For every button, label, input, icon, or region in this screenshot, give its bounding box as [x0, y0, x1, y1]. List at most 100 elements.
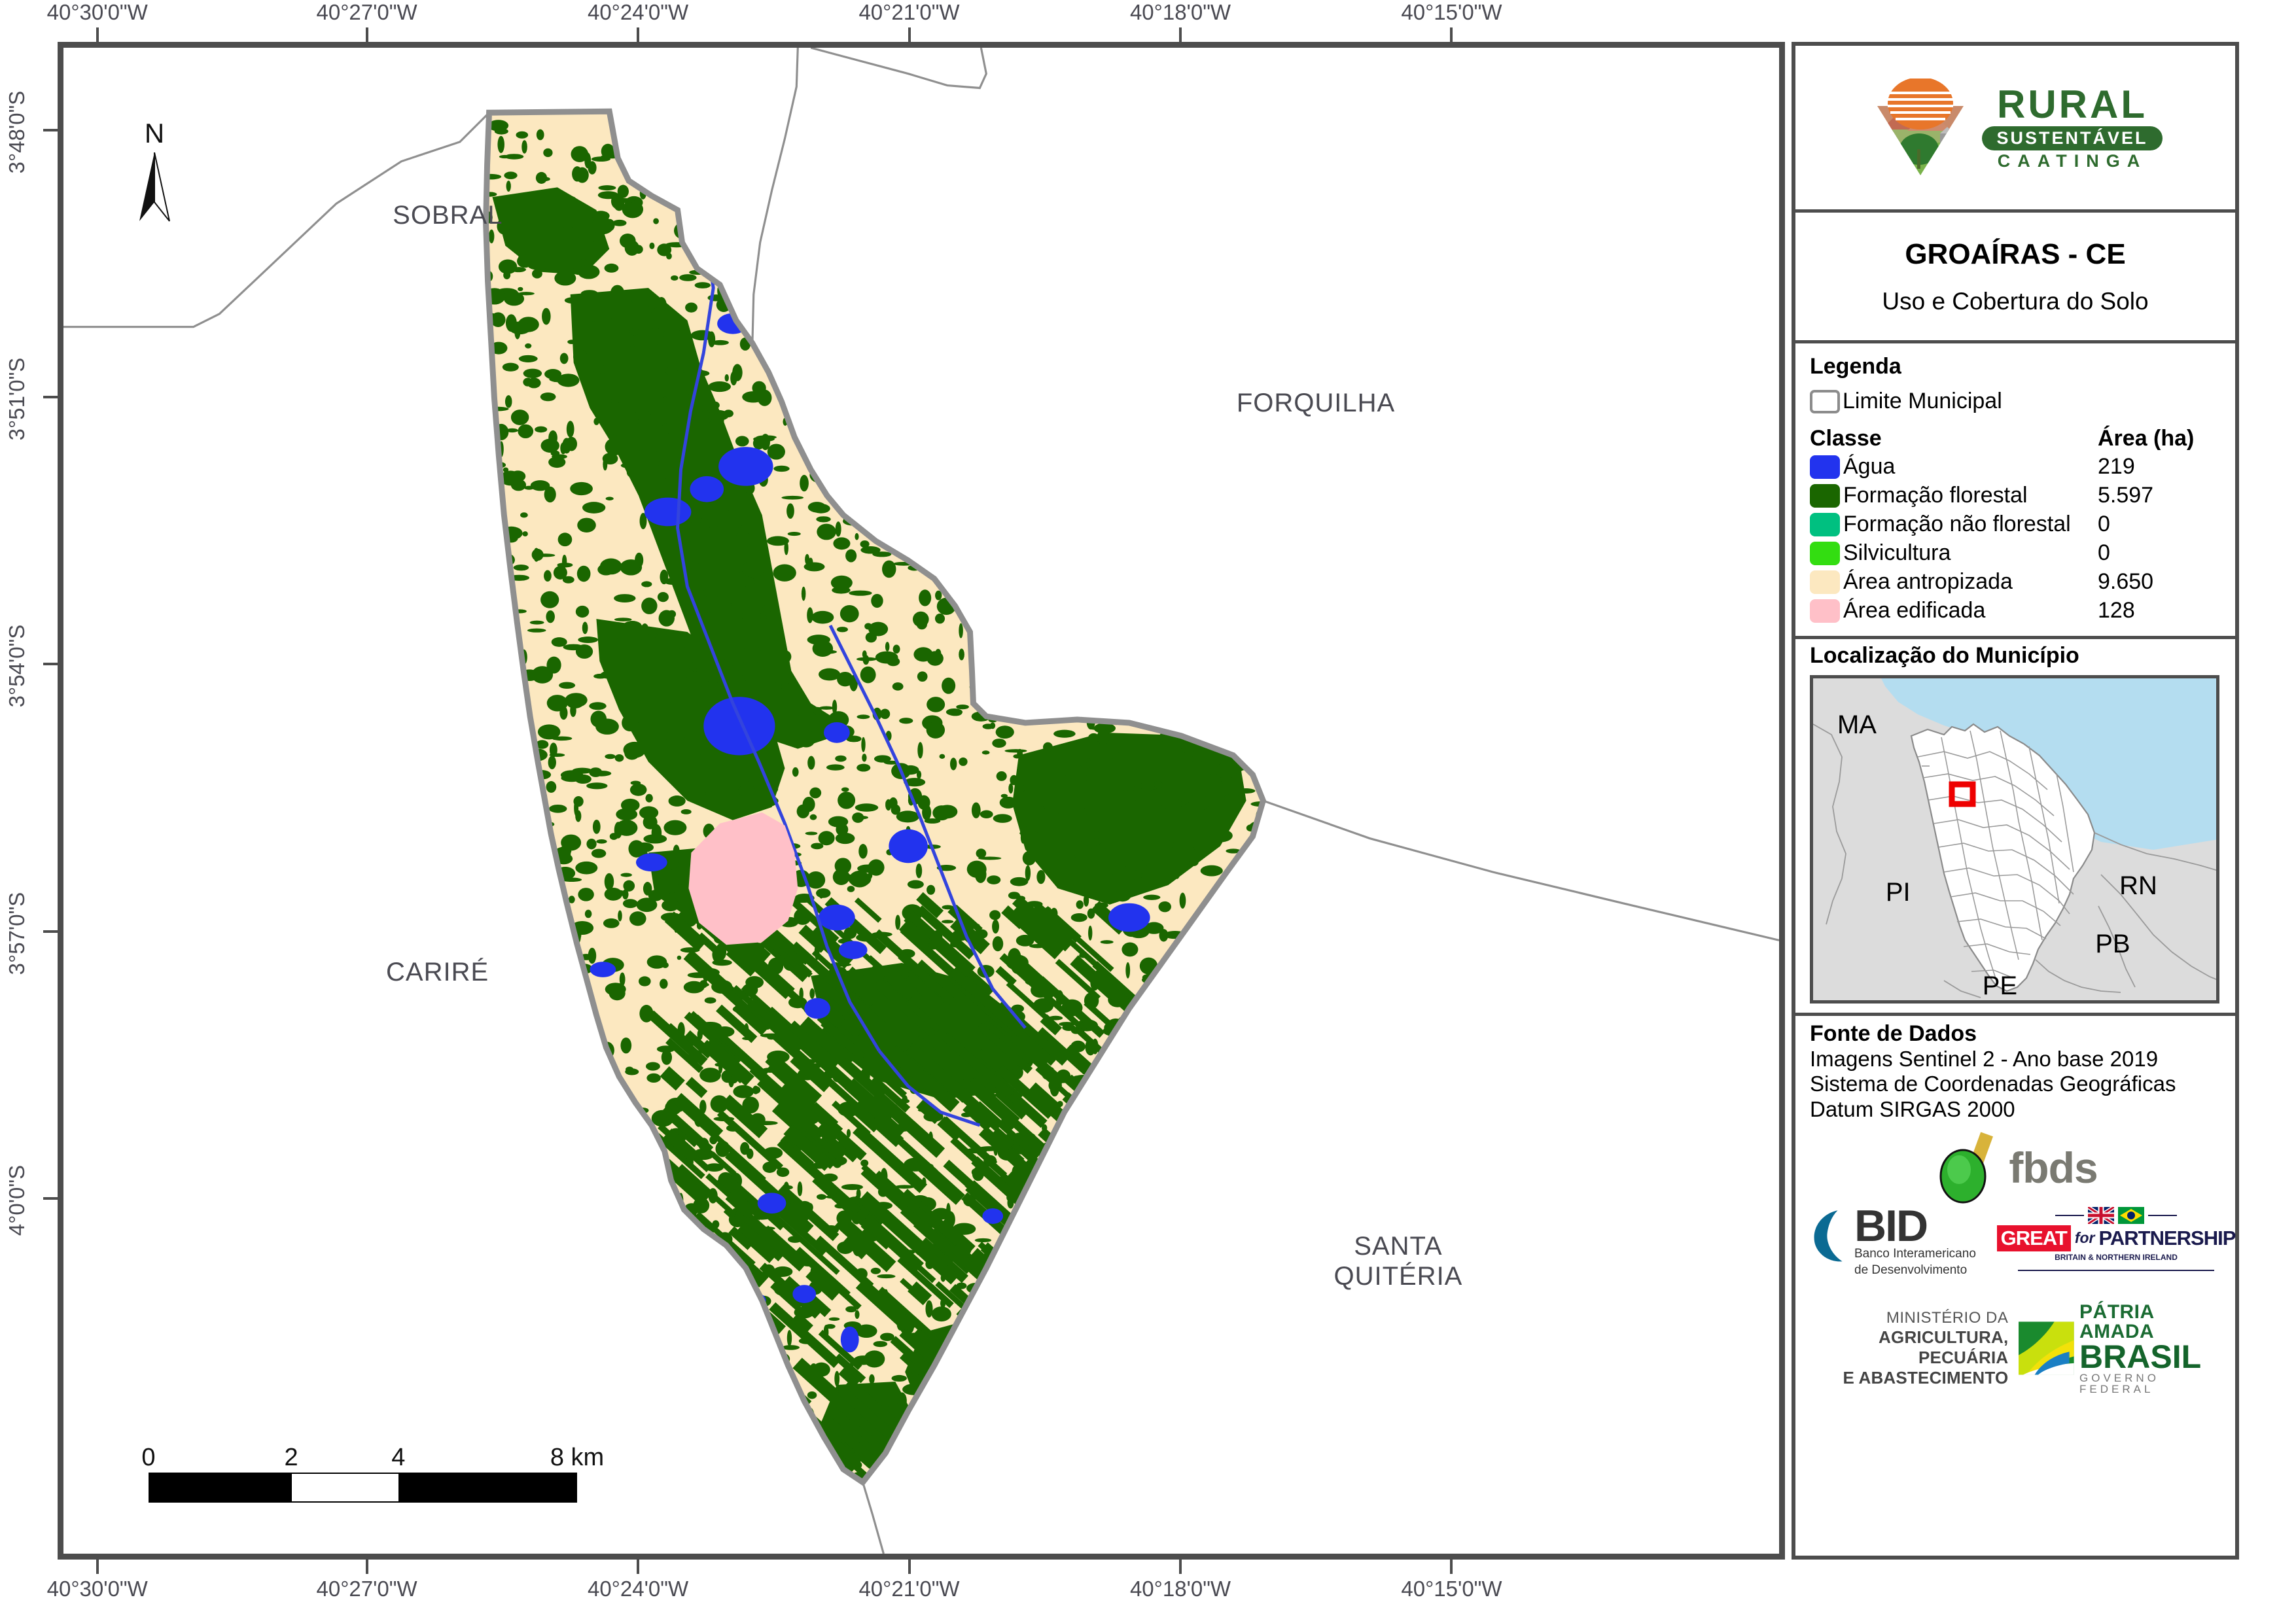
footer-logos: BID Banco Interamericano de Desenvolvime…	[1795, 1204, 2236, 1556]
legend-limit-label: Limite Municipal	[1843, 389, 2002, 413]
limit-swatch-icon	[1810, 389, 1840, 413]
footer-divider	[2018, 1269, 2214, 1271]
land-cover-map[interactable]	[63, 48, 1779, 1554]
scale-bar-track	[149, 1473, 577, 1503]
municipality-outline	[483, 108, 1267, 1486]
source-line: Imagens Sentinel 2 - Ano base 2019	[1810, 1047, 2159, 1071]
brazil-flag-icon	[2118, 1206, 2144, 1224]
rule-right	[2148, 1214, 2177, 1216]
scale-bar-segment	[150, 1474, 292, 1501]
lon-tick	[637, 1560, 640, 1574]
legend-class-area: 219	[2098, 454, 2135, 479]
lat-label: 4°0'0"S	[5, 1164, 29, 1236]
bid-mark-icon	[1814, 1210, 1843, 1262]
legend-table-header: Classe Área (ha)	[1810, 426, 2221, 451]
legend-class-name: Água	[1843, 454, 1896, 479]
lon-tick	[1179, 27, 1182, 42]
lon-label: 40°15'0"W	[1401, 0, 1502, 24]
ocean-area	[1881, 678, 2216, 850]
ministry-logo: MINISTÉRIO DA AGRICULTURA, PECUÁRIA E AB…	[1810, 1309, 2008, 1388]
great-badge: GREAT	[1996, 1225, 2071, 1251]
scale-bar-number: 4	[391, 1444, 406, 1471]
lat-label: 3°48'0"S	[5, 90, 29, 173]
ministry-line-3: E ABASTECIMENTO	[1843, 1367, 2009, 1387]
lon-tick	[96, 27, 99, 42]
legend-row: Formação não florestal 0	[1810, 512, 2221, 537]
logo-sustentavel-text: SUSTENTÁVEL	[1982, 126, 2163, 150]
lon-tick	[96, 1560, 99, 1574]
municipality-highlight-box	[1949, 781, 1976, 807]
legend-class-name: Silvicultura	[1843, 540, 1951, 565]
legend-class-name: Área antropizada	[1843, 569, 2013, 594]
legend-color-swatch	[1810, 512, 1840, 536]
fbds-logo: fbds	[1810, 1128, 2221, 1207]
scale-bar-segment	[291, 1474, 398, 1501]
municipality-landcover	[486, 111, 1263, 1482]
great-partnership: PARTNERSHIP	[2098, 1226, 2236, 1249]
municipality-name-label: SANTA QUITÉRIA	[1333, 1232, 1463, 1291]
legend-row: Silvicultura 0	[1810, 540, 2221, 566]
legend-class-area: 128	[2098, 598, 2135, 623]
north-arrow-label: N	[144, 118, 165, 148]
legend-col-class: Classe	[1810, 426, 1882, 451]
brasil-text: BRASIL	[2079, 1338, 2202, 1375]
locator-map[interactable]: MA PI RN PB PE	[1810, 675, 2219, 1003]
brasil-flag-mark-icon	[2019, 1321, 2075, 1375]
caatinga-diamond-icon	[1868, 77, 1973, 177]
fbds-wordmark: fbds	[2009, 1143, 2098, 1192]
lat-tick	[43, 930, 58, 933]
great-for-partnership-logo: GREAT for PARTNERSHIP BRITAIN & NORTHERN…	[1996, 1206, 2236, 1271]
legend-class-name: Formação não florestal	[1843, 512, 2071, 536]
legend-heading: Legenda	[1810, 354, 1901, 379]
legend-row: Área edificada 128	[1810, 598, 2221, 623]
legend-limit-row: Limite Municipal	[1810, 389, 2221, 414]
lon-tick	[908, 27, 911, 42]
governo-federal-logo: PÁTRIA AMADA BRASIL GOVERNO FEDERAL	[2019, 1302, 2221, 1395]
legend-class-name: Área edificada	[1843, 598, 1986, 623]
page-subtitle: Uso e Cobertura do Solo	[1882, 287, 2149, 315]
source-block: Fonte de Dados Imagens Sentinel 2 - Ano …	[1795, 1016, 2235, 1207]
rural-sustentavel-logo: RURAL SUSTENTÁVEL CAATINGA	[1795, 46, 2235, 213]
lon-label: 40°24'0"W	[587, 1577, 689, 1601]
lon-label: 40°24'0"W	[587, 0, 689, 24]
ministry-line-1: MINISTÉRIO DA	[1886, 1308, 2009, 1327]
legend-class-name: Formação florestal	[1843, 483, 2028, 508]
great-for: for	[2074, 1229, 2095, 1247]
lon-label: 40°18'0"W	[1129, 1577, 1231, 1601]
page-title: GROAÍRAS - CE	[1905, 237, 2126, 270]
lon-label: 40°30'0"W	[46, 1577, 148, 1601]
title-block: GROAÍRAS - CE Uso e Cobertura do Solo	[1795, 213, 2235, 343]
legend-class-area: 9.650	[2098, 569, 2154, 594]
fbds-mark-icon	[1933, 1132, 2005, 1204]
lon-tick	[908, 1560, 911, 1574]
great-subtitle: BRITAIN & NORTHERN IRELAND	[2055, 1252, 2178, 1262]
legend-row: Água 219	[1810, 454, 2221, 480]
lat-tick	[43, 128, 58, 131]
legend-color-swatch	[1810, 570, 1840, 594]
bid-subtitle-1: Banco Interamericano	[1854, 1247, 1976, 1261]
legend-row: Formação florestal 5.597	[1810, 483, 2221, 508]
locator-state-label: PI	[1885, 878, 1911, 907]
scale-bar-number: 8 km	[550, 1444, 605, 1471]
ceara-state	[1910, 723, 2096, 992]
legend-class-area: 0	[2098, 512, 2110, 536]
legend-class-area: 0	[2098, 540, 2110, 565]
ministry-line-2: AGRICULTURA, PECUÁRIA	[1879, 1327, 2009, 1367]
union-jack-flag-icon	[2088, 1206, 2114, 1224]
flags-row	[2055, 1206, 2177, 1224]
map-frame[interactable]: N SOBRAL FORQUILHA CARIRÉ SANTA QUITÉRIA 0 2 4…	[58, 42, 1785, 1560]
source-line: Sistema de Coordenadas Geográficas	[1810, 1072, 2176, 1096]
lat-label: 3°57'0"S	[5, 892, 29, 975]
legend-col-area: Área (ha)	[2098, 426, 2195, 451]
locator-state-label: RN	[2119, 871, 2157, 901]
governo-federal-text: GOVERNO FEDERAL	[2079, 1372, 2159, 1396]
locator-state-label: PE	[1982, 971, 2018, 1000]
legend-color-swatch	[1810, 483, 1840, 508]
source-line: Datum SIRGAS 2000	[1810, 1096, 2015, 1121]
lon-tick	[365, 1560, 368, 1574]
lat-label: 3°54'0"S	[5, 624, 29, 708]
lat-tick	[43, 395, 58, 398]
logo-caatinga-text: CAATINGA	[1997, 151, 2147, 171]
source-heading: Fonte de Dados	[1810, 1021, 1977, 1046]
legend-color-swatch	[1810, 541, 1840, 565]
